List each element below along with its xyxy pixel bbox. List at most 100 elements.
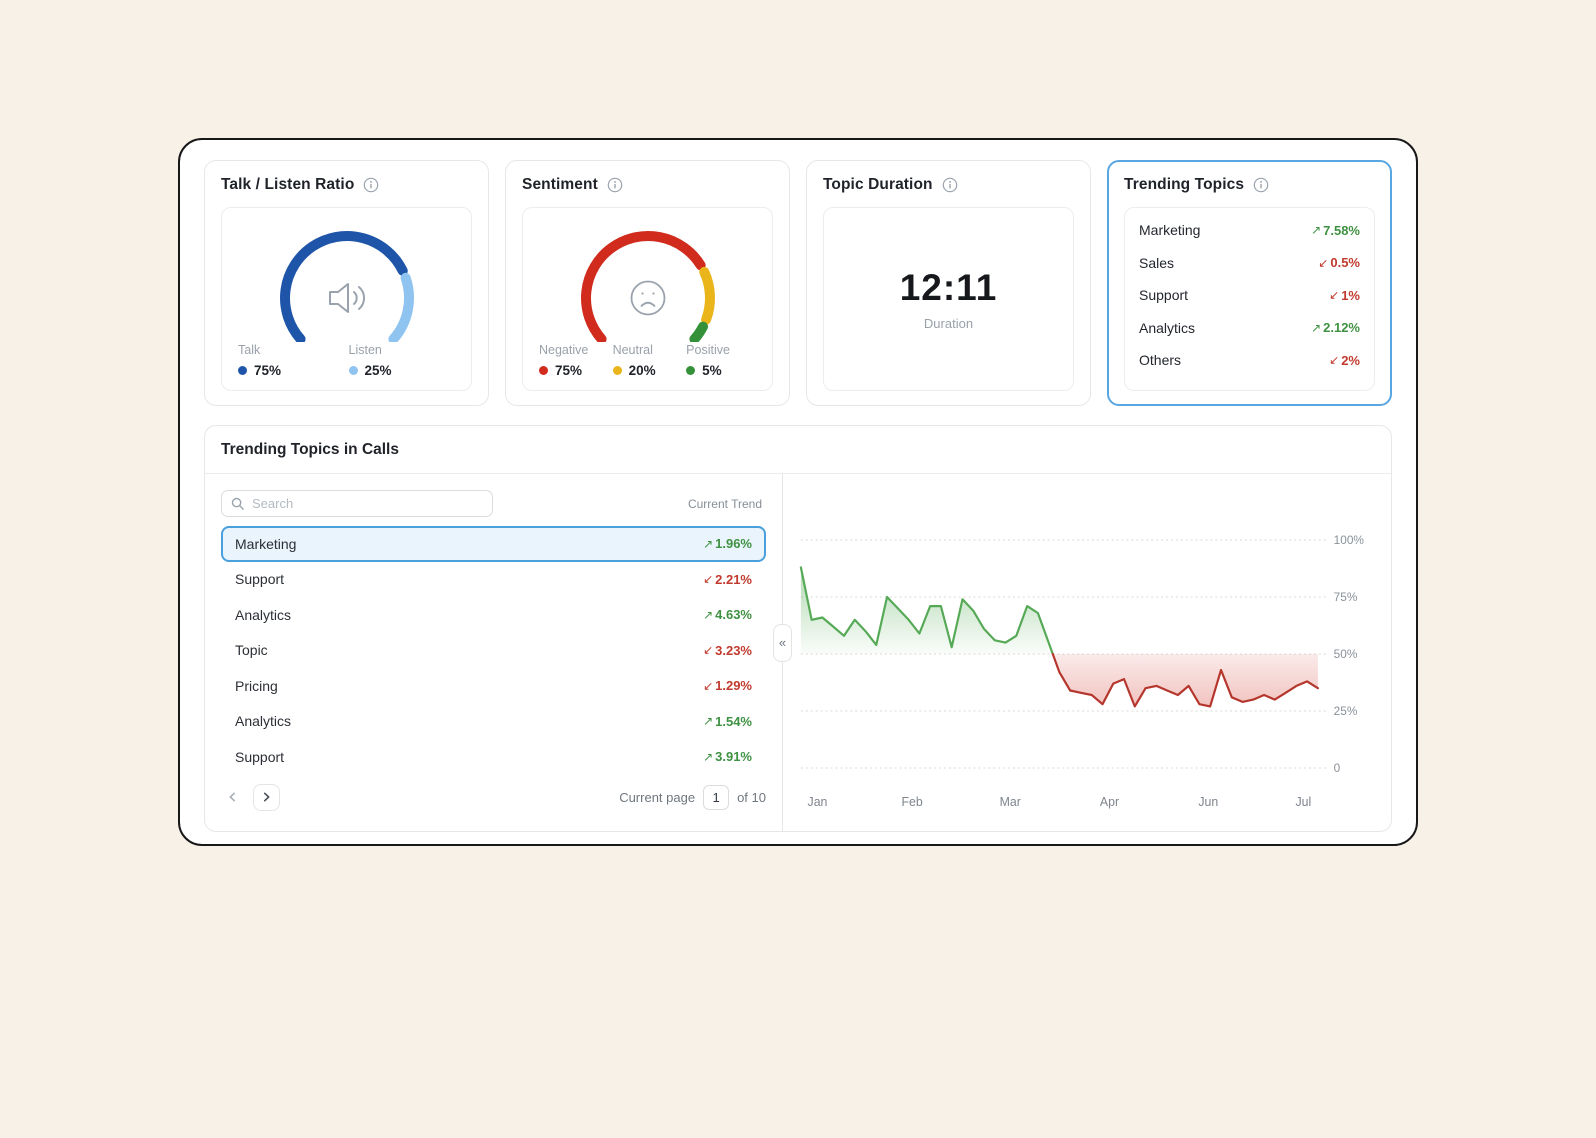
dashboard-frame: Talk / Listen Ratio Talk 75% Listen 25% <box>178 138 1418 846</box>
legend-item: Neutral 20% <box>612 343 687 378</box>
trending-topic-row[interactable]: Marketing ↗ 7.58% <box>1125 214 1374 247</box>
trending-topic-row[interactable]: Support ↙ 1% <box>1125 279 1374 312</box>
card-header: Topic Duration <box>823 176 1074 194</box>
topic-label: Pricing <box>235 677 278 694</box>
legend-label: Listen <box>348 343 382 357</box>
topic-label: Support <box>235 748 285 765</box>
list-item[interactable]: Analytics ↗ 4.63% <box>221 597 766 633</box>
duration-label: Duration <box>923 316 974 331</box>
info-icon[interactable] <box>363 177 379 193</box>
trend-percentage: 1.29% <box>715 678 752 694</box>
arrow-down-left-icon: ↙ <box>703 678 714 693</box>
legend-dot-icon <box>686 366 696 375</box>
info-icon[interactable] <box>1253 177 1269 193</box>
trend-percentage: 1.96% <box>715 536 752 552</box>
page-indicator: Current page 1 of 10 <box>619 784 766 810</box>
page-number-box[interactable]: 1 <box>703 784 730 810</box>
legend-percentage: 20% <box>628 363 656 378</box>
info-icon[interactable] <box>942 177 958 193</box>
trend-percentage: 3.91% <box>715 749 752 765</box>
chevron-right-icon <box>263 792 270 802</box>
collapse-panel-button[interactable]: « <box>773 623 792 662</box>
list-item-selected[interactable]: Marketing ↗ 1.96% <box>221 526 766 562</box>
trending-topics-card[interactable]: Trending Topics Marketing ↗ 7.58% Sales ↙ 0.5… <box>1107 160 1392 406</box>
arrow-up-right-icon: ↗ <box>703 749 714 764</box>
list-toolbar: Current Trend <box>221 490 766 517</box>
area-fill-negative <box>1052 654 1318 707</box>
topic-label: Analytics <box>235 606 292 623</box>
list-item[interactable]: Support ↙ 2.21% <box>221 562 766 598</box>
x-axis-month-label: Feb <box>901 795 922 809</box>
legend-label: Neutral <box>612 343 653 357</box>
topic-label: Others <box>1139 352 1182 369</box>
arrow-down-left-icon: ↙ <box>1329 288 1340 303</box>
legend-value: 75% <box>539 363 613 378</box>
legend-item: Positive 5% <box>686 343 760 378</box>
arrow-up-right-icon: ↗ <box>703 714 714 729</box>
trend-down-value: ↙ 1.29% <box>703 678 752 693</box>
legend-value: 20% <box>612 363 687 378</box>
trend-down-value: ↙ 0.5% <box>1318 255 1360 270</box>
page-count-label: of 10 <box>737 789 766 805</box>
legend-dot-icon <box>539 366 548 375</box>
topic-label: Analytics <box>1139 319 1196 336</box>
card-header: Trending Topics <box>1124 176 1375 194</box>
gauge-segment <box>387 272 414 342</box>
area-fill-positive <box>800 567 1053 654</box>
topic-label: Analytics <box>235 713 292 730</box>
card-title: Topic Duration <box>823 176 933 193</box>
trend-up-value: ↗ 4.63% <box>703 607 752 622</box>
panel-title: Trending Topics in Calls <box>221 441 399 458</box>
previous-page-button[interactable] <box>221 784 243 811</box>
info-icon[interactable] <box>607 177 623 193</box>
pagination-arrows <box>221 783 280 811</box>
list-item[interactable]: Analytics ↗ 1.54% <box>221 704 766 740</box>
x-axis-month-label: Mar <box>1000 795 1021 809</box>
trend-up-value: ↗ 3.91% <box>703 749 752 764</box>
topic-label: Support <box>235 571 285 588</box>
trend-down-value: ↙ 3.23% <box>703 643 752 658</box>
trend-down-value: ↙ 2% <box>1329 353 1360 368</box>
trend-percentage: 1.54% <box>715 713 752 729</box>
legend-item: Negative 75% <box>539 343 613 378</box>
x-axis-month-label: Jul <box>1296 795 1312 809</box>
chevron-left-icon <box>228 792 235 802</box>
trending-topic-row[interactable]: Others ↙ 2% <box>1125 344 1374 377</box>
legend-label: Negative <box>539 343 589 357</box>
trend-percentage: 2% <box>1341 352 1360 368</box>
trending-topic-row[interactable]: Analytics ↗ 2.12% <box>1125 312 1374 345</box>
duration-value: 12:11 <box>899 267 998 308</box>
trend-percentage: 2.21% <box>715 571 752 587</box>
arrow-up-right-icon: ↗ <box>703 607 714 622</box>
trend-up-value: ↗ 2.12% <box>1311 320 1360 335</box>
next-page-button[interactable] <box>253 783 280 811</box>
arrow-up-right-icon: ↗ <box>1311 223 1322 238</box>
trending-topics-in-calls-panel: Trending Topics in Calls Current Trend M… <box>204 425 1392 832</box>
arrow-down-left-icon: ↙ <box>1329 353 1340 368</box>
list-item[interactable]: Topic ↙ 3.23% <box>221 633 766 669</box>
list-item[interactable]: Support ↗ 3.91% <box>221 739 766 775</box>
legend-percentage: 5% <box>702 363 722 378</box>
talk-listen-gauge <box>279 231 414 342</box>
trend-down-value: ↙ 1% <box>1329 288 1360 303</box>
arrow-up-right-icon: ↗ <box>1311 320 1322 335</box>
search-box[interactable] <box>221 490 493 517</box>
topic-label: Marketing <box>1139 222 1201 239</box>
talk-listen-legend: Talk 75% Listen 25% <box>238 343 459 378</box>
y-axis-tick-label: 25% <box>1334 704 1358 718</box>
trend-percentage: 2.12% <box>1323 320 1360 336</box>
talk-listen-ratio-card: Talk / Listen Ratio Talk 75% Listen 25% <box>204 160 489 406</box>
trend-up-value: ↗ 1.96% <box>703 536 752 551</box>
current-trend-column-header: Current Trend <box>687 496 762 511</box>
trending-topic-row[interactable]: Sales ↙ 0.5% <box>1125 247 1374 280</box>
trend-line-positive <box>799 566 1054 656</box>
search-input[interactable] <box>252 496 483 511</box>
card-title: Trending Topics <box>1124 176 1245 193</box>
topics-list-column: Current Trend Marketing↗1.96%Support↙2.2… <box>205 474 782 831</box>
y-axis-tick-label: 100% <box>1334 533 1365 547</box>
trend-down-value: ↙ 2.21% <box>703 572 752 587</box>
list-item[interactable]: Pricing ↙ 1.29% <box>221 668 766 704</box>
topic-label: Sales <box>1139 254 1175 271</box>
card-header: Talk / Listen Ratio <box>221 176 472 194</box>
search-icon <box>231 497 244 510</box>
